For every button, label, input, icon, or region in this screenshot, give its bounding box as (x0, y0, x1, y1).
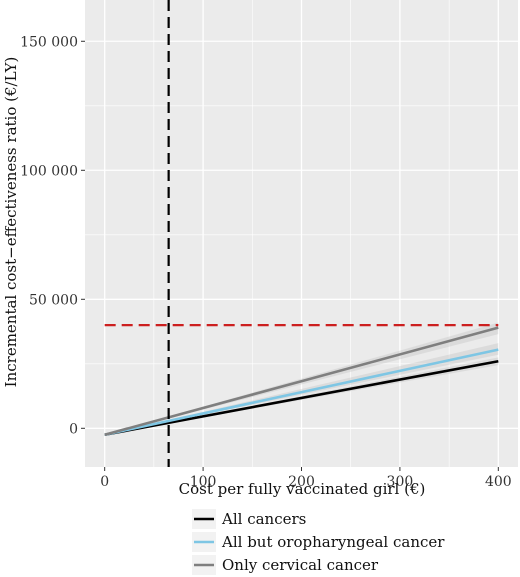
grid (85, 0, 518, 467)
y-tick-label: 100 000 (20, 163, 78, 179)
confidence-band-1 (104, 343, 499, 435)
x-tick-label: 200 (288, 474, 315, 490)
legend-label-2: Only cervical cancer (222, 556, 379, 574)
series-line-1 (104, 348, 499, 437)
series-lines (104, 326, 499, 437)
y-axis-title: Incremental cost−effectiveness ratio (€/… (2, 57, 20, 388)
legend-label-0: All cancers (221, 510, 306, 528)
x-axis: 0 100 200 300 400 (100, 467, 512, 490)
y-tick-label: 50 000 (29, 292, 78, 308)
x-tick-label: 300 (387, 474, 414, 490)
x-tick-label: 400 (485, 474, 512, 490)
x-tick-label: 0 (100, 474, 109, 490)
series-line-2 (104, 326, 499, 437)
y-axis: 0 50 000 100 000 150 000 (20, 34, 85, 437)
y-tick-label: 150 000 (20, 34, 78, 50)
x-tick-label: 100 (190, 474, 217, 490)
x-axis-title: Cost per fully vaccinated girl (€) (179, 480, 426, 498)
legend: All cancers All but oropharyngeal cancer O… (192, 509, 445, 575)
series-line-0 (104, 359, 499, 437)
y-tick-label: 0 (69, 421, 78, 437)
reference-lines (104, 0, 499, 467)
legend-label-1: All but oropharyngeal cancer (221, 533, 445, 551)
